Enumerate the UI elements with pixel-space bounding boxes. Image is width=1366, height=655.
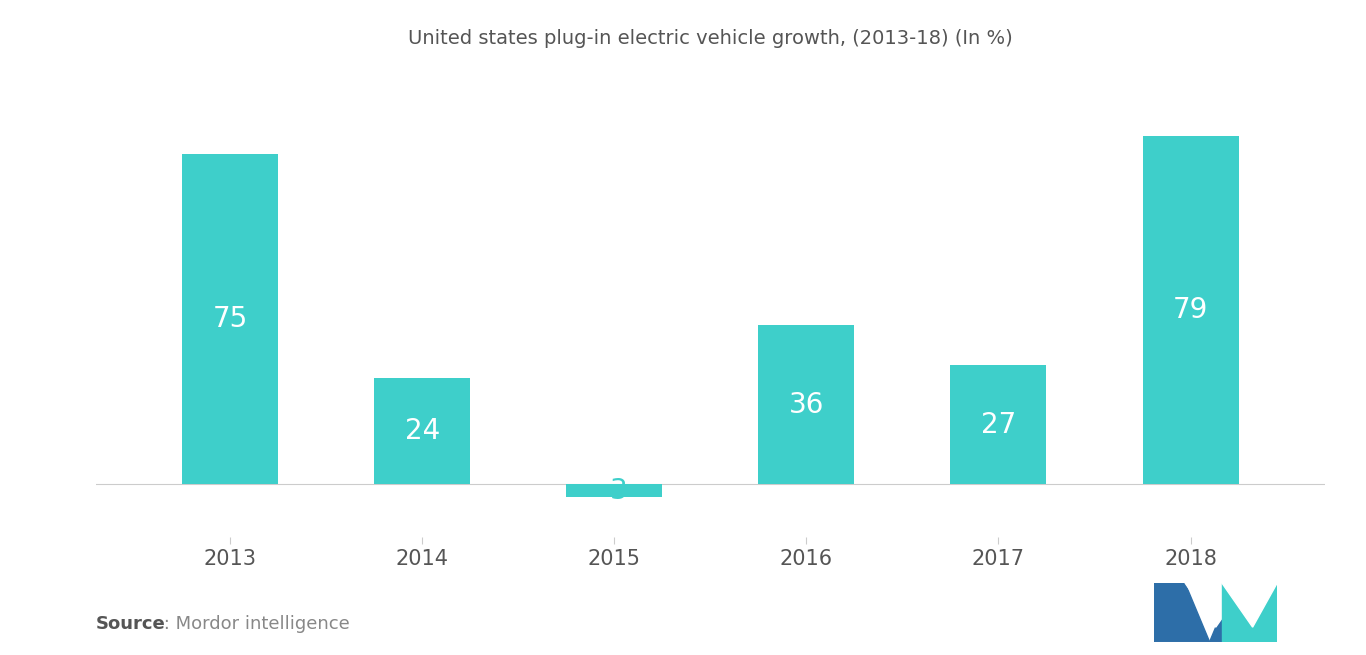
Text: 24: 24 <box>404 417 440 445</box>
Text: -3: -3 <box>601 477 628 505</box>
Polygon shape <box>1221 583 1277 627</box>
Bar <box>567 484 663 497</box>
Polygon shape <box>1221 583 1277 642</box>
Polygon shape <box>1154 583 1210 642</box>
Text: 27: 27 <box>981 411 1016 439</box>
Polygon shape <box>1184 583 1246 627</box>
Text: 79: 79 <box>1173 296 1209 324</box>
Title: United states plug-in electric vehicle growth, (2013-18) (In %): United states plug-in electric vehicle g… <box>408 29 1012 48</box>
Text: 75: 75 <box>213 305 247 333</box>
Bar <box>1142 136 1239 484</box>
Polygon shape <box>1210 583 1277 642</box>
Text: Source: Source <box>96 615 165 633</box>
Bar <box>758 326 854 484</box>
Bar <box>182 153 279 484</box>
Bar <box>951 365 1046 484</box>
Text: 36: 36 <box>788 391 824 419</box>
Text: : Mordor intelligence: : Mordor intelligence <box>158 615 350 633</box>
Bar <box>374 379 470 484</box>
